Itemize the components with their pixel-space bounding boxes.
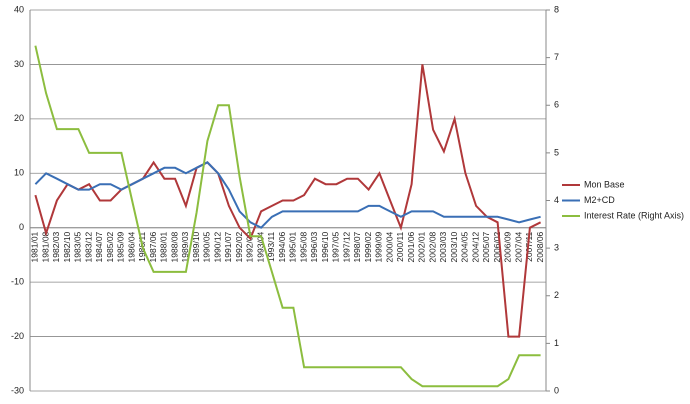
x-tick-label: 1999/02 <box>363 231 373 262</box>
x-tick-label: 2007/11 <box>524 231 534 261</box>
x-tick-label: 1983/05 <box>73 231 83 262</box>
y-tick-label: 40 <box>14 4 24 14</box>
x-tick-label: 2002/08 <box>427 231 437 262</box>
series-line <box>34 161 541 229</box>
x-tick-label: 1999/09 <box>374 231 384 262</box>
x-tick-label: 2006/02 <box>492 231 502 262</box>
x-tick-label: 1995/08 <box>298 231 308 262</box>
x-tick-label: 1992/02 <box>234 231 244 262</box>
x-tick-label: 1996/03 <box>309 231 319 262</box>
x-tick-label: 1986/04 <box>126 231 136 262</box>
y2-tick-label: 8 <box>554 4 559 14</box>
x-tick-label: 1981/08 <box>40 231 50 262</box>
x-tick-label: 1997/12 <box>341 231 351 262</box>
x-tick-label: 2006/09 <box>503 231 513 262</box>
x-tick-label: 1991/07 <box>223 231 233 262</box>
x-tick-label: 2007/04 <box>513 231 523 262</box>
x-tick-label: 1998/07 <box>352 231 362 262</box>
x-tick-label: 2002/01 <box>417 231 427 262</box>
y-tick-label: 20 <box>14 113 24 123</box>
x-tick-label: 1981/01 <box>30 231 40 262</box>
y2-tick-label: 4 <box>554 195 559 205</box>
y-tick-label: -20 <box>11 331 24 341</box>
x-tick-label: 1990/12 <box>212 231 222 262</box>
x-tick-label: 1985/09 <box>116 231 126 262</box>
x-tick-label: 1993/04 <box>255 231 265 262</box>
x-tick-label: 2005/07 <box>481 231 491 262</box>
x-tick-label: 2000/11 <box>395 231 405 261</box>
y2-tick-label: 5 <box>554 147 559 157</box>
x-tick-label: 2003/03 <box>438 231 448 262</box>
y-tick-label: -30 <box>11 385 24 395</box>
legend-label: M2+CD <box>584 195 615 205</box>
y2-tick-label: 0 <box>554 385 559 395</box>
x-tick-label: 1996/10 <box>320 231 330 262</box>
y2-tick-label: 2 <box>554 290 559 300</box>
x-tick-label: 1992/09 <box>245 231 255 262</box>
x-tick-label: 1995/01 <box>288 231 298 262</box>
x-tick-label: 2004/05 <box>460 231 470 262</box>
y-tick-label: 10 <box>14 168 24 178</box>
y-tick-label: -10 <box>11 277 24 287</box>
x-tick-label: 1984/07 <box>94 231 104 262</box>
x-tick-label: 1982/10 <box>62 231 72 262</box>
x-tick-label: 1993/11 <box>266 231 276 261</box>
x-tick-label: 1994/06 <box>277 231 287 262</box>
y-tick-label: 0 <box>19 222 24 232</box>
x-tick-label: 1989/10 <box>191 231 201 262</box>
y2-tick-label: 6 <box>554 100 559 110</box>
x-tick-label: 1990/05 <box>202 231 212 262</box>
y-tick-label: 30 <box>14 59 24 69</box>
x-tick-label: 1988/01 <box>159 231 169 262</box>
x-tick-label: 1985/02 <box>105 231 115 262</box>
y2-tick-label: 7 <box>554 52 559 62</box>
x-tick-label: 2004/12 <box>470 231 480 262</box>
legend-label: Mon Base <box>584 179 625 189</box>
y2-tick-label: 3 <box>554 243 559 253</box>
y2-tick-label: 1 <box>554 338 559 348</box>
series-line <box>34 45 541 388</box>
legend-label: Interest Rate (Right Axis) <box>584 210 684 220</box>
x-tick-label: 2001/06 <box>406 231 416 262</box>
x-tick-label: 2008/06 <box>535 231 545 262</box>
x-tick-label: 1997/05 <box>331 231 341 262</box>
x-tick-label: 2003/10 <box>449 231 459 262</box>
x-tick-label: 1987/06 <box>148 231 158 262</box>
series-line <box>34 64 542 338</box>
x-tick-label: 1982/03 <box>51 231 61 262</box>
x-tick-label: 1988/08 <box>169 231 179 262</box>
x-tick-label: 2000/04 <box>384 231 394 262</box>
x-tick-label: 1983/12 <box>83 231 93 262</box>
x-tick-label: 1989/03 <box>180 231 190 262</box>
